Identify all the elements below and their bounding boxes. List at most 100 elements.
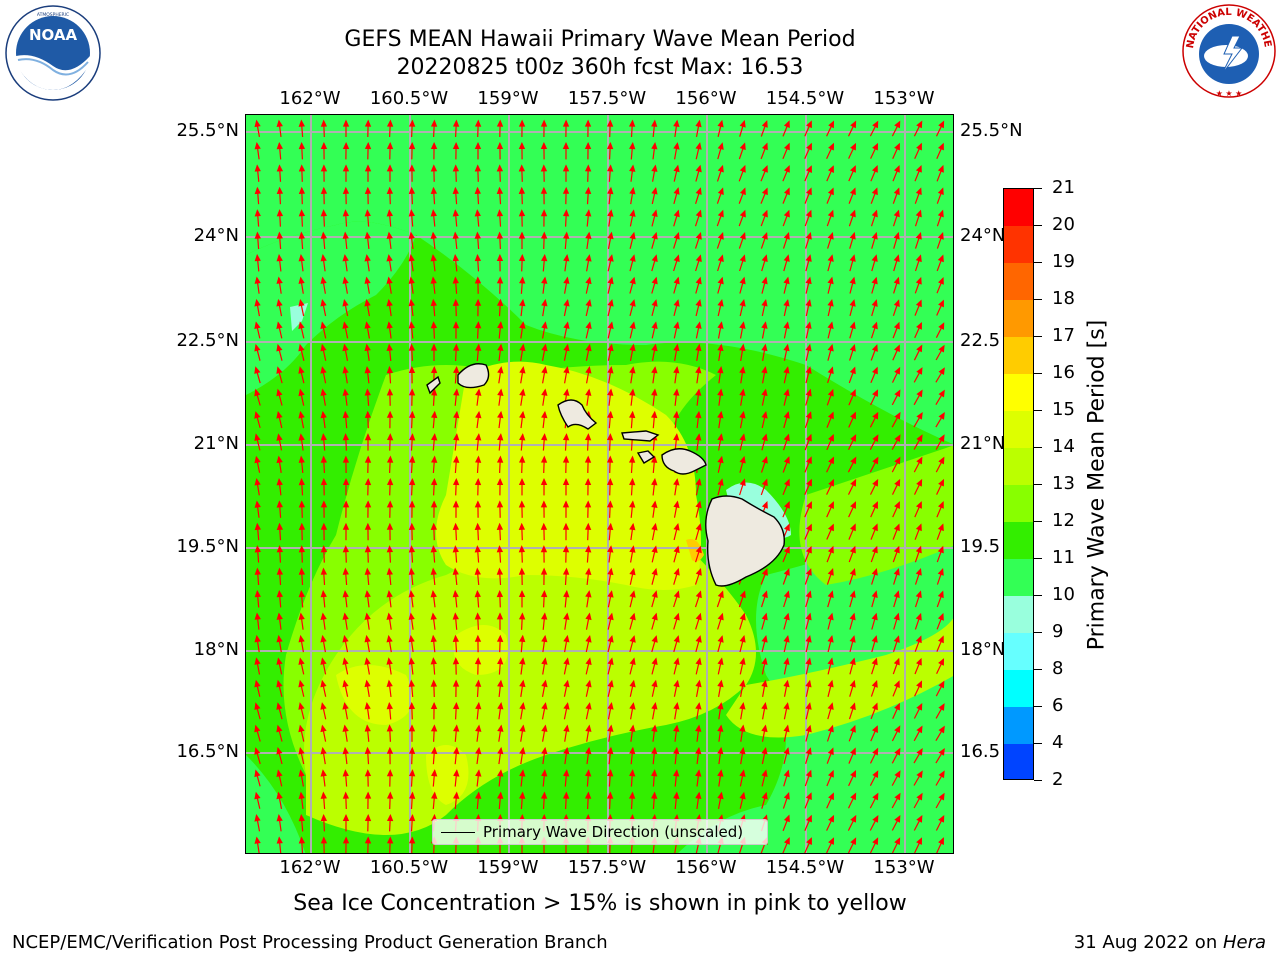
- wave-vector-head: [827, 657, 834, 665]
- wave-vector-head: [607, 231, 614, 240]
- lat-tick-label: 18°N: [960, 639, 1006, 660]
- wave-vector-head: [276, 589, 283, 598]
- wave-vector-head: [584, 186, 592, 194]
- wave-vector-head: [386, 701, 393, 710]
- wave-vector-head: [916, 120, 923, 129]
- wave-vector-head: [717, 612, 724, 621]
- wave-vector-head: [276, 545, 284, 553]
- wave-vector-head: [519, 791, 526, 799]
- wave-vector-head: [628, 791, 636, 799]
- wave-vector-head: [430, 164, 438, 172]
- wave-vector-head: [916, 748, 923, 756]
- wave-vector-head: [695, 679, 702, 688]
- wave-vector-head: [607, 522, 614, 531]
- wave-vector-head: [320, 141, 328, 150]
- wave-vector-head: [562, 164, 570, 172]
- period-field-14-15: [436, 361, 701, 590]
- wave-vector-head: [717, 164, 724, 173]
- wave-vector-head: [342, 612, 349, 620]
- wave-vector-head: [739, 455, 746, 464]
- wave-vector-head: [320, 769, 327, 777]
- wave-vector-head: [276, 388, 283, 397]
- lat-tick-label: 16.5°N: [176, 741, 239, 762]
- wave-vector-head: [805, 634, 812, 643]
- wave-vector-head: [430, 701, 438, 710]
- wave-vector-head: [342, 276, 349, 284]
- wave-vector-head: [916, 815, 923, 823]
- wave-vector-head: [452, 141, 460, 150]
- chart-subtitle: 20220825 t00z 360h fcst Max: 16.53: [396, 55, 804, 80]
- wave-vector-head: [761, 769, 768, 778]
- wave-vector-head: [584, 141, 592, 150]
- wave-vector-head: [496, 276, 504, 284]
- wave-vector-head: [651, 410, 658, 419]
- wave-vector-head: [563, 276, 570, 284]
- wave-vector-head: [783, 792, 790, 800]
- svg-text:ATMOSPHERIC: ATMOSPHERIC: [37, 12, 69, 18]
- wave-vector-head: [894, 142, 900, 151]
- wave-vector-head: [915, 232, 922, 240]
- wave-vector-head: [673, 635, 680, 643]
- wave-vector-head: [585, 679, 592, 688]
- wave-vector-head: [761, 612, 768, 621]
- wave-vector-head: [783, 433, 790, 442]
- wave-vector-head: [562, 567, 570, 575]
- wave-vector-head: [937, 254, 944, 263]
- lat-tick-label: 22.5°N: [176, 330, 239, 351]
- wave-vector-head: [695, 478, 702, 486]
- colorbar-segment: [1004, 744, 1033, 779]
- wave-vector-head: [254, 142, 261, 150]
- wave-vector-head: [342, 433, 350, 441]
- wave-vector-head: [386, 500, 394, 508]
- wave-vector-head: [651, 724, 658, 732]
- wave-vector-head: [430, 724, 438, 732]
- wave-vector-head: [805, 814, 812, 823]
- wave-vector-head: [540, 477, 548, 485]
- wave-vector-head: [893, 231, 900, 240]
- wave-vector-head: [827, 679, 834, 688]
- wave-vector-head: [254, 679, 261, 688]
- wave-vector-head: [871, 568, 878, 576]
- wave-vector-head: [894, 434, 901, 442]
- wave-vector-head: [386, 276, 393, 284]
- wave-vector-head: [320, 657, 327, 665]
- wave-vector-head: [805, 209, 812, 218]
- wave-vector-head: [364, 366, 371, 374]
- wave-vector-head: [849, 568, 856, 576]
- wave-vector-head: [585, 209, 592, 217]
- wave-vector-head: [849, 366, 856, 375]
- wave-vector-head: [386, 186, 394, 194]
- wave-vector-head: [717, 724, 724, 732]
- wave-vector-head: [783, 612, 790, 621]
- wave-vector-head: [872, 411, 879, 420]
- wave-vector-head: [430, 276, 437, 284]
- wave-vector-head: [276, 702, 283, 710]
- wave-vector-head: [651, 522, 658, 531]
- wave-vector-head: [717, 232, 724, 240]
- wave-vector-head: [342, 455, 350, 463]
- wave-vector-head: [805, 298, 812, 307]
- wave-vector-head: [452, 253, 459, 262]
- wave-vector-head: [828, 120, 835, 129]
- wave-vector-head: [298, 522, 306, 530]
- wave-vector-head: [695, 232, 702, 240]
- wave-vector-head: [938, 680, 945, 689]
- wave-vector-head: [386, 590, 393, 598]
- wave-vector-head: [629, 612, 636, 621]
- wave-vector-head: [606, 500, 614, 508]
- wave-vector-head: [254, 119, 261, 128]
- wave-vector-head: [562, 791, 570, 799]
- wave-vector-head: [541, 410, 548, 419]
- wave-vector-head: [342, 366, 349, 374]
- wave-vector-head: [872, 837, 879, 846]
- wave-vector-head: [386, 813, 394, 822]
- wave-vector-head: [386, 836, 394, 844]
- wave-vector-head: [342, 746, 349, 755]
- wave-vector-head: [430, 141, 438, 150]
- wave-vector-head: [298, 298, 305, 307]
- colorbar-tick-mark: [1034, 188, 1042, 189]
- wave-vector-head: [298, 164, 306, 172]
- wave-vector-head: [805, 523, 812, 532]
- wave-vector-head: [408, 164, 416, 172]
- wave-vector-head: [828, 456, 835, 465]
